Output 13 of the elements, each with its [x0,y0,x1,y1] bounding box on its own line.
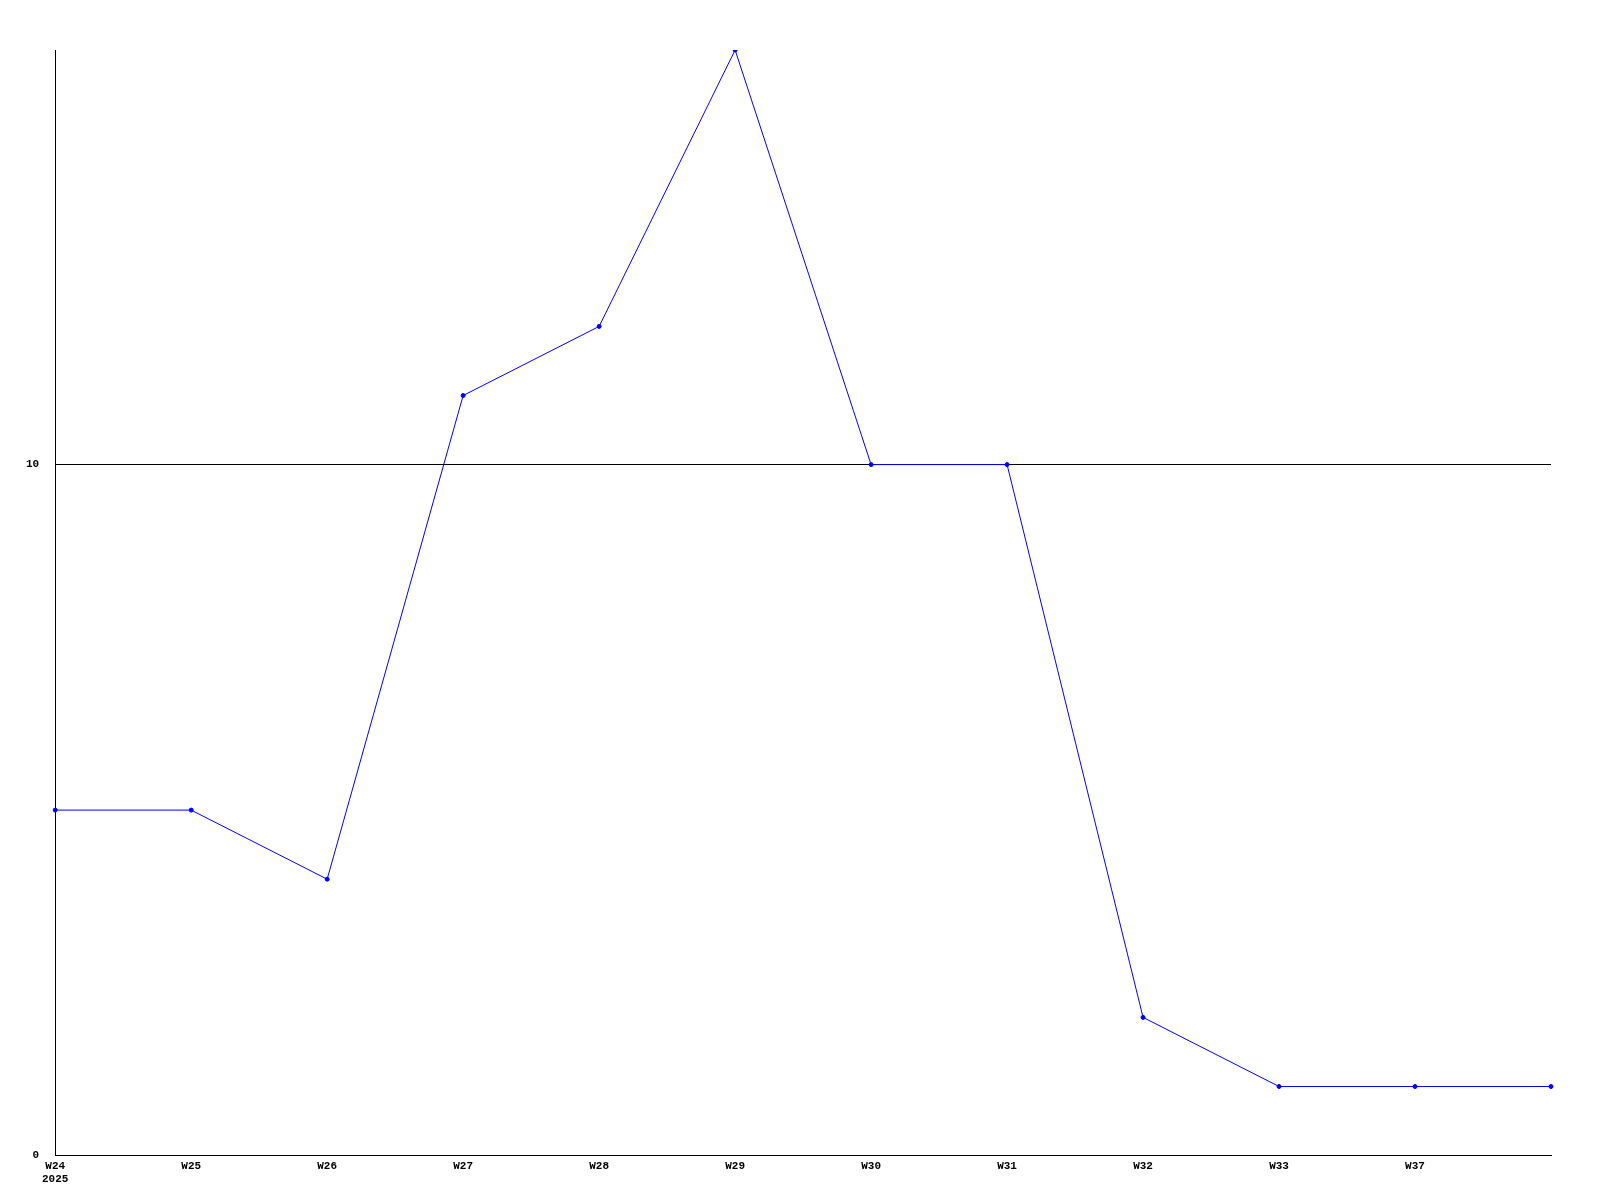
x-tick-label: W24 2025 [42,1159,69,1186]
y-tick-label: 0 [32,1149,40,1162]
x-tick-label: W33 [1269,1159,1290,1172]
x-tick-label: W26 [317,1159,338,1172]
x-tick-label: W30 [861,1159,881,1172]
x-tick-label: W31 [997,1159,1018,1172]
x-tick-label: W32 [1133,1159,1153,1172]
x-tick-label: W27 [453,1159,474,1172]
y-tick-label: 10 [26,458,40,471]
x-tick-label: W28 [589,1159,610,1172]
x-tick-label: W25 [181,1159,202,1172]
x-tick-label: W29 [725,1159,746,1172]
x-tick-label: W37 [1405,1159,1425,1172]
